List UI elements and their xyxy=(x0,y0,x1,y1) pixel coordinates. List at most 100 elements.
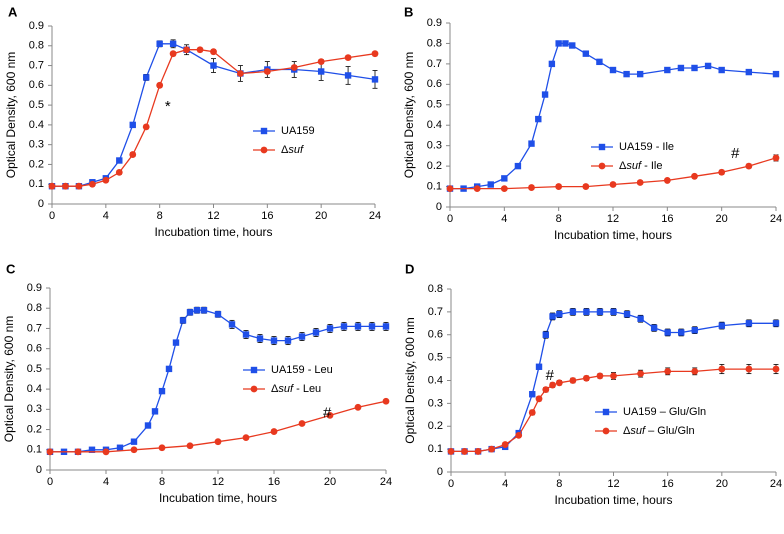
data-point xyxy=(556,310,563,318)
data-point xyxy=(549,381,556,389)
data-point xyxy=(555,379,563,387)
data-point xyxy=(677,64,685,72)
data-point xyxy=(609,181,617,188)
data-point xyxy=(542,386,550,394)
legend-label: UA159 xyxy=(281,125,315,137)
data-point xyxy=(144,422,152,429)
y-tick-label: 0.4 xyxy=(428,374,443,386)
data-point xyxy=(193,307,201,314)
data-point xyxy=(116,444,124,451)
data-point xyxy=(317,68,325,75)
data-point xyxy=(326,325,334,332)
legend-label: Δsuf xyxy=(281,144,304,156)
data-point xyxy=(214,311,222,318)
x-axis-label: Incubation time, hours xyxy=(159,491,277,505)
y-axis-label: Optical Density, 600 nm xyxy=(402,52,416,179)
panel-letter: C xyxy=(6,261,16,276)
y-tick-label: 0.5 xyxy=(29,99,44,111)
data-point xyxy=(340,323,348,330)
y-tick-label: 0 xyxy=(36,464,42,476)
data-point xyxy=(263,68,271,75)
x-tick-label: 24 xyxy=(770,213,782,225)
y-tick-label: 0.3 xyxy=(27,403,42,415)
data-point xyxy=(535,115,542,123)
series-ua159 xyxy=(447,308,780,455)
data-point xyxy=(528,140,535,147)
y-tick-label: 0.3 xyxy=(29,139,44,151)
x-tick-label: 20 xyxy=(716,478,728,490)
legend-label: Δsuf - Ile xyxy=(619,160,662,172)
data-point xyxy=(130,446,138,454)
data-point xyxy=(88,180,96,188)
x-tick-label: 4 xyxy=(103,476,109,488)
y-tick-label: 0.1 xyxy=(427,180,442,192)
legend-label: UA159 - Leu xyxy=(271,364,333,376)
series-line xyxy=(451,368,776,453)
data-point xyxy=(541,91,549,98)
data-point xyxy=(583,374,590,382)
data-point xyxy=(623,310,631,318)
data-point xyxy=(745,365,753,373)
data-point xyxy=(256,335,264,342)
data-point xyxy=(745,320,753,327)
data-point xyxy=(196,46,204,54)
data-point xyxy=(569,308,577,316)
data-point xyxy=(75,182,83,190)
series-ua159 xyxy=(48,39,379,190)
panel-letter: D xyxy=(405,261,414,276)
data-point xyxy=(583,308,590,316)
legend-marker xyxy=(260,127,268,135)
x-tick-label: 16 xyxy=(662,478,674,490)
significance-annotation: # xyxy=(546,367,555,384)
data-point xyxy=(382,323,390,330)
data-point xyxy=(158,444,166,452)
data-point xyxy=(210,62,217,69)
series-suf xyxy=(447,364,780,455)
data-point xyxy=(354,403,362,411)
data-point xyxy=(129,151,137,158)
data-point xyxy=(691,326,698,334)
chart-panel-C: C 0 0.1 0.2 0.3 0.4 0.5 0.6 0.7 0.8 0.9 0 4 8 12 16 20 24… xyxy=(2,261,392,505)
data-point xyxy=(678,329,685,336)
data-point xyxy=(151,408,159,415)
data-point xyxy=(158,387,166,395)
data-point xyxy=(102,176,110,184)
x-tick-label: 24 xyxy=(380,476,392,488)
y-tick-label: 0.7 xyxy=(428,306,443,318)
y-tick-label: 0.8 xyxy=(27,302,42,314)
data-point xyxy=(165,365,173,373)
data-point xyxy=(636,179,644,186)
chart-panel-A: A 0 0.1 0.2 0.3 0.4 0.5 0.6 0.7 0.8 0.9 0 4 8 12 16 20 24… xyxy=(4,4,381,239)
data-point xyxy=(172,339,180,346)
data-point xyxy=(200,307,208,314)
data-point xyxy=(555,40,562,47)
x-tick-label: 12 xyxy=(207,210,219,222)
legend-marker xyxy=(598,143,606,151)
data-point xyxy=(488,445,496,453)
data-point xyxy=(500,185,508,193)
data-point xyxy=(446,185,454,193)
chart-panel-D: D 0 0.1 0.2 0.3 0.4 0.5 0.6 0.7 0.8 0 4 8 12 16 20 24 Inc… xyxy=(403,261,782,507)
x-tick-label: 12 xyxy=(212,476,224,488)
x-axis-label: Incubation time, hours xyxy=(554,493,672,507)
data-point xyxy=(623,70,630,78)
data-point xyxy=(718,168,726,176)
data-point xyxy=(186,442,194,450)
legend-label: Δsuf - Leu xyxy=(271,383,321,395)
data-point xyxy=(298,420,306,427)
data-point xyxy=(298,333,306,340)
x-axis-label: Incubation time, hours xyxy=(554,228,672,242)
data-point xyxy=(116,157,123,164)
data-point xyxy=(650,324,658,332)
data-point xyxy=(772,154,780,162)
data-point xyxy=(691,172,698,180)
data-point xyxy=(637,315,644,322)
data-point xyxy=(317,58,325,65)
x-axis-label: Incubation time, hours xyxy=(154,225,272,239)
data-point xyxy=(569,42,576,49)
x-tick-label: 16 xyxy=(661,213,673,225)
x-tick-label: 16 xyxy=(261,210,273,222)
data-point xyxy=(371,76,379,83)
legend-marker xyxy=(598,162,606,170)
y-tick-label: 0.9 xyxy=(29,20,44,32)
